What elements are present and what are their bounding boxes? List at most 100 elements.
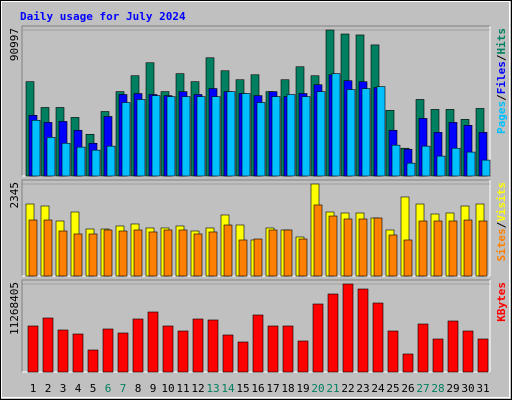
bar (462, 330, 474, 373)
legend-entry: KBytes (495, 282, 508, 322)
bar (58, 230, 68, 277)
x-tick-label: 2 (45, 382, 52, 395)
bar (391, 144, 401, 177)
legend-entry: Pages (495, 101, 508, 134)
bar (46, 137, 56, 177)
bar (178, 229, 188, 277)
legend-entry: Files (495, 61, 508, 94)
x-tick-label: 4 (75, 382, 82, 395)
y-tick-label: 11268405 (8, 282, 21, 335)
bar (418, 220, 428, 277)
x-tick-label: 11 (176, 382, 189, 395)
bar (88, 233, 98, 277)
bar (72, 333, 84, 373)
x-tick-label: 6 (105, 382, 112, 395)
bar (223, 224, 233, 277)
x-tick-label: 5 (90, 382, 97, 395)
bar (136, 99, 146, 177)
legend-separator: / (495, 221, 508, 228)
bar (253, 238, 263, 277)
x-tick-label: 24 (371, 382, 385, 395)
bar (477, 338, 489, 373)
x-tick-label: 17 (266, 382, 279, 395)
x-tick-label: 9 (150, 382, 157, 395)
bar (376, 86, 386, 177)
bar (448, 220, 458, 277)
x-tick-label: 3 (60, 382, 67, 395)
bar (357, 288, 369, 373)
x-tick-label: 30 (461, 382, 474, 395)
x-tick-label: 27 (416, 382, 429, 395)
bar (192, 318, 204, 373)
bar (43, 219, 53, 277)
bar (358, 218, 368, 277)
bar (297, 340, 309, 373)
bar (61, 142, 71, 177)
bar (271, 96, 281, 177)
bar (28, 219, 38, 277)
bar (166, 96, 176, 177)
bar (328, 215, 338, 277)
bar (193, 233, 203, 277)
bar (87, 349, 99, 373)
bar (211, 96, 221, 177)
bar (238, 239, 248, 277)
bar (316, 91, 326, 177)
legend-separator: / (495, 54, 508, 61)
bar (117, 332, 129, 373)
legend-entry: Hits (495, 28, 508, 55)
bar (121, 102, 131, 177)
x-tick-label: 22 (341, 382, 354, 395)
bar (373, 217, 383, 277)
x-tick-label: 18 (281, 382, 294, 395)
bar (27, 325, 39, 373)
bar (388, 234, 398, 277)
legend-entry: Visits (495, 182, 508, 222)
bar (132, 318, 144, 373)
bar (181, 96, 191, 177)
bar (267, 325, 279, 373)
bar (312, 303, 324, 373)
bar (237, 341, 249, 373)
bar (177, 330, 189, 373)
bar (91, 149, 101, 177)
bar (433, 220, 443, 277)
bar (346, 89, 356, 177)
y-tick-label: 2345 (8, 182, 21, 209)
x-tick-label: 1 (30, 382, 37, 395)
bar (301, 96, 311, 177)
bar (331, 73, 341, 177)
bar (118, 230, 128, 277)
bar (327, 293, 339, 373)
x-tick-label: 8 (135, 382, 142, 395)
bar (226, 91, 236, 177)
bar (222, 334, 234, 373)
legend: Sites/Visits (495, 182, 508, 262)
chart-title: Daily usage for July 2024 (20, 10, 186, 23)
x-tick-label: 12 (191, 382, 204, 395)
bar (252, 314, 264, 373)
x-tick-label: 15 (236, 382, 249, 395)
bar (162, 325, 174, 373)
bar (417, 323, 429, 373)
bar (406, 162, 416, 177)
bar (463, 219, 473, 277)
x-tick-label: 7 (120, 382, 127, 395)
bar (106, 145, 116, 177)
bar (42, 317, 54, 373)
legend: KBytes (495, 282, 508, 322)
bar (57, 329, 69, 373)
bar (283, 229, 293, 277)
bar (361, 88, 371, 177)
x-tick-label: 28 (431, 382, 444, 395)
legend-separator: / (495, 94, 508, 101)
bar (402, 353, 414, 373)
bar (256, 102, 266, 177)
x-tick-label: 14 (221, 382, 235, 395)
x-tick-label: 26 (401, 382, 414, 395)
bar (421, 145, 431, 177)
bar (436, 155, 446, 177)
x-tick-label: 19 (296, 382, 309, 395)
